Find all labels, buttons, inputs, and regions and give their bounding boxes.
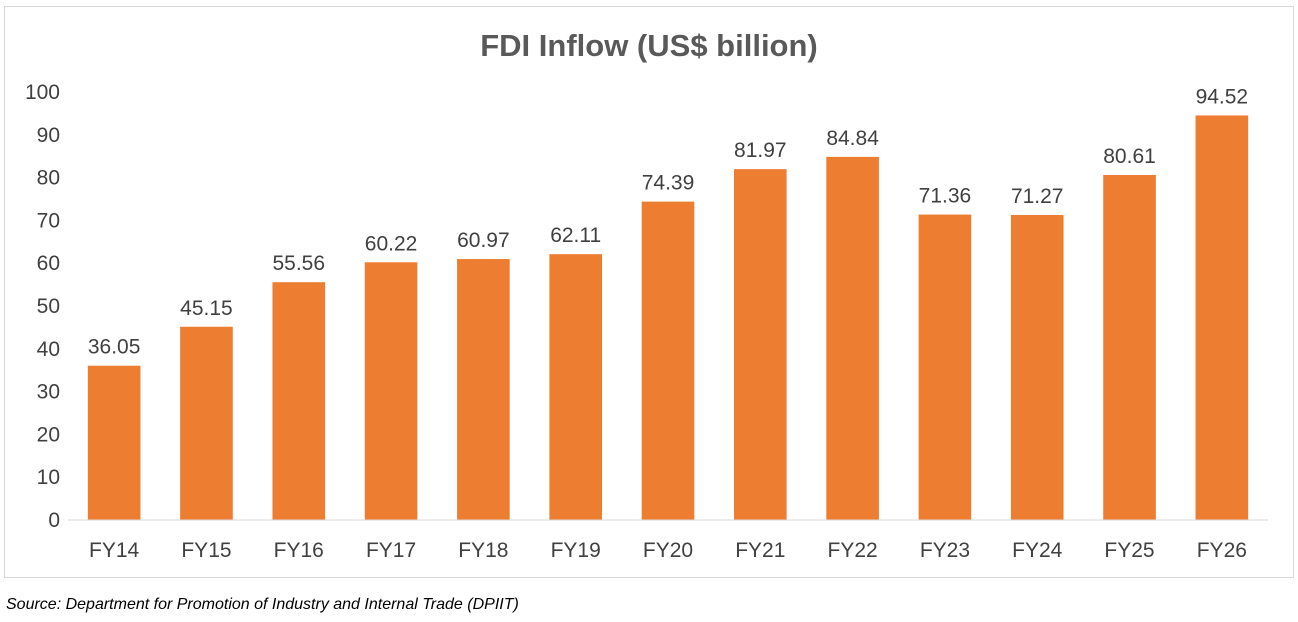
y-tick-label: 70 — [37, 209, 60, 232]
source-note: Source: Department for Promotion of Indu… — [6, 596, 519, 613]
x-tick-label: FY24 — [1012, 539, 1063, 562]
y-tick-label: 0 — [48, 509, 60, 532]
bar — [180, 326, 233, 520]
bar-value-label: 84.84 — [826, 127, 879, 150]
x-tick-label: FY20 — [643, 539, 693, 562]
bar-value-label: 60.97 — [457, 229, 510, 252]
y-tick-label: 30 — [37, 381, 60, 404]
y-tick-label: 60 — [37, 252, 60, 275]
bar — [734, 169, 787, 520]
bar — [364, 262, 418, 520]
data-labels-group: 36.05 45.15 55.56 60.22 60.97 62.11 74.39 81.97… — [88, 85, 1248, 358]
bar-value-label: 94.52 — [1196, 85, 1249, 108]
bar-value-label: 80.61 — [1103, 145, 1156, 168]
bar-value-label: 45.15 — [180, 297, 233, 320]
y-tick-label: 80 — [37, 167, 60, 190]
bar — [641, 201, 695, 521]
y-tick-label: 100 — [25, 81, 60, 104]
bar — [1195, 115, 1249, 520]
x-tick-label: FY19 — [551, 539, 601, 562]
bar-value-label: 62.11 — [550, 224, 601, 247]
bars-group — [87, 115, 1249, 521]
bar — [87, 365, 141, 520]
x-tick-label: FY23 — [920, 539, 970, 562]
bar — [549, 254, 602, 521]
x-tick-label: FY15 — [181, 539, 231, 562]
x-axis-ticks: FY14 FY15 FY16 FY17 FY18 FY19 FY20 FY21 FY22 FY23… — [89, 539, 1247, 562]
bar — [272, 282, 326, 520]
bar-value-label: 81.97 — [734, 139, 787, 162]
x-tick-label: FY22 — [828, 539, 878, 562]
bar-value-label: 36.05 — [88, 336, 141, 359]
x-tick-label: FY26 — [1197, 539, 1247, 562]
bar — [457, 259, 510, 520]
bar — [918, 214, 972, 520]
bar — [826, 156, 879, 520]
fdi-bar-chart: FDI Inflow (US$ billion) 0 10 20 30 40 50 60 70… — [25, 28, 1268, 562]
y-tick-label: 10 — [37, 466, 60, 489]
bar-value-label: 71.27 — [1011, 185, 1064, 208]
x-tick-label: FY17 — [366, 539, 416, 562]
bar-value-label: 55.56 — [272, 252, 325, 275]
y-tick-label: 20 — [37, 423, 60, 446]
x-tick-label: FY25 — [1104, 539, 1154, 562]
y-tick-label: 90 — [37, 124, 60, 147]
x-tick-label: FY18 — [458, 539, 508, 562]
bar-value-label: 60.22 — [365, 232, 418, 255]
x-tick-label: FY16 — [274, 539, 324, 562]
y-axis-ticks: 0 10 20 30 40 50 60 70 80 90 100 — [25, 81, 60, 532]
y-tick-label: 40 — [37, 338, 60, 361]
bar-value-label: 74.39 — [642, 172, 695, 195]
bar — [1010, 214, 1064, 520]
y-tick-label: 50 — [37, 295, 60, 318]
bar-value-label: 71.36 — [919, 185, 972, 208]
x-tick-label: FY21 — [735, 539, 785, 562]
chart-title: FDI Inflow (US$ billion) — [480, 28, 818, 63]
bar — [1103, 174, 1156, 520]
x-tick-label: FY14 — [89, 539, 140, 562]
